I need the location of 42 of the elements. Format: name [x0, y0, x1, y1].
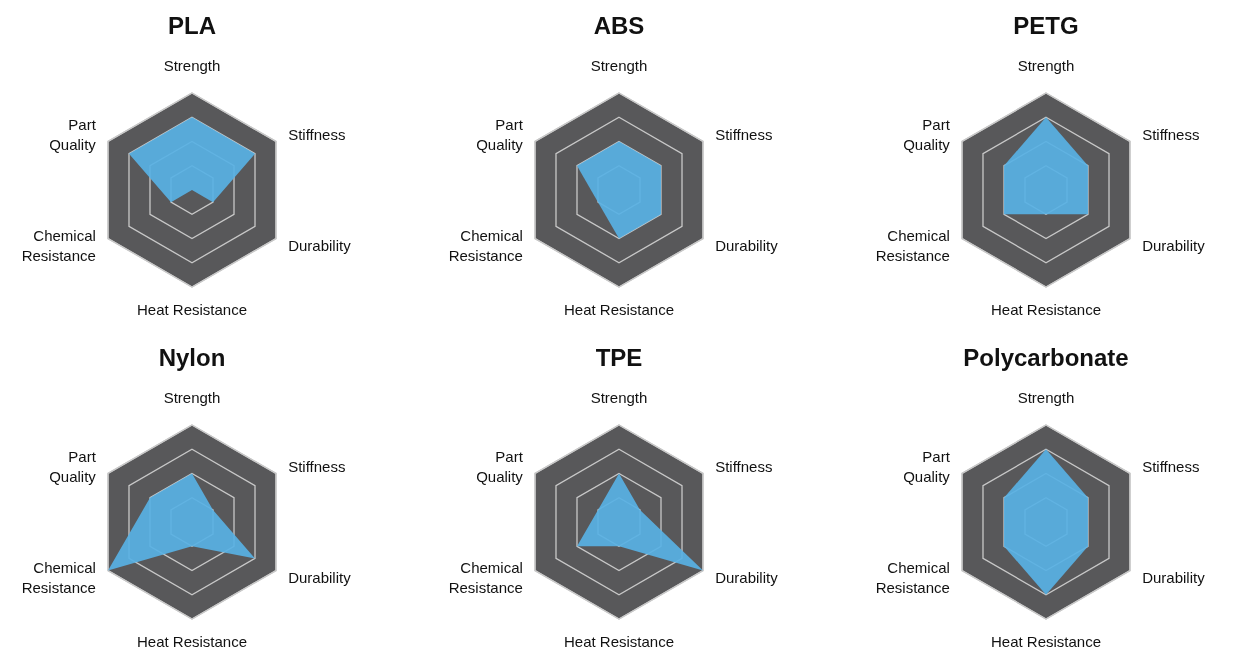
spoke-label: Stiffness [1142, 125, 1200, 143]
spoke-label: Strength [163, 57, 221, 74]
chart-title: ABS [592, 12, 646, 40]
spoke-label: Stiffness [715, 457, 773, 475]
spoke-label: Chemical Resistance [875, 558, 950, 596]
spoke-label: Part Quality [476, 115, 524, 153]
spoke-label: Stiffness [715, 125, 773, 143]
spoke-label: Durability [288, 568, 352, 586]
spoke-label: Durability [715, 568, 779, 586]
spoke-label: Strength [590, 57, 648, 74]
spoke-label: Chemical Resistance [875, 226, 950, 264]
chart-title: PETG [1012, 12, 1080, 40]
spoke-label: Part Quality [49, 447, 97, 485]
spoke-label: Chemical Resistance [448, 558, 523, 596]
spoke-label: Stiffness [288, 125, 346, 143]
spoke-label: Chemical Resistance [448, 226, 523, 264]
spoke-label: Durability [1142, 236, 1206, 254]
spoke-label: Heat Resistance [563, 633, 675, 650]
chart-title: PLA [167, 12, 217, 40]
spoke-label: Part Quality [903, 115, 951, 153]
chart-title: Polycarbonate [962, 344, 1130, 372]
spoke-label: Chemical Resistance [21, 558, 96, 596]
spoke-label: Heat Resistance [990, 301, 1102, 318]
spoke-label: Part Quality [476, 447, 524, 485]
spoke-label: Durability [288, 236, 352, 254]
chart-title: TPE [594, 344, 644, 372]
spoke-label: Heat Resistance [563, 301, 675, 318]
chart-title: Nylon [157, 344, 227, 372]
spoke-label: Heat Resistance [136, 633, 248, 650]
spoke-label: Strength [1017, 57, 1075, 74]
spoke-label: Strength [590, 389, 648, 406]
spoke-label: Stiffness [288, 457, 346, 475]
spoke-label: Heat Resistance [990, 633, 1102, 650]
spoke-label: Part Quality [903, 447, 951, 485]
spoke-label: Strength [163, 389, 221, 406]
spoke-label: Durability [1142, 568, 1206, 586]
spoke-label: Chemical Resistance [21, 226, 96, 264]
spoke-label: Part Quality [49, 115, 97, 153]
spoke-label: Durability [715, 236, 779, 254]
spoke-label: Stiffness [1142, 457, 1200, 475]
spoke-label: Strength [1017, 389, 1075, 406]
spoke-label: Heat Resistance [136, 301, 248, 318]
